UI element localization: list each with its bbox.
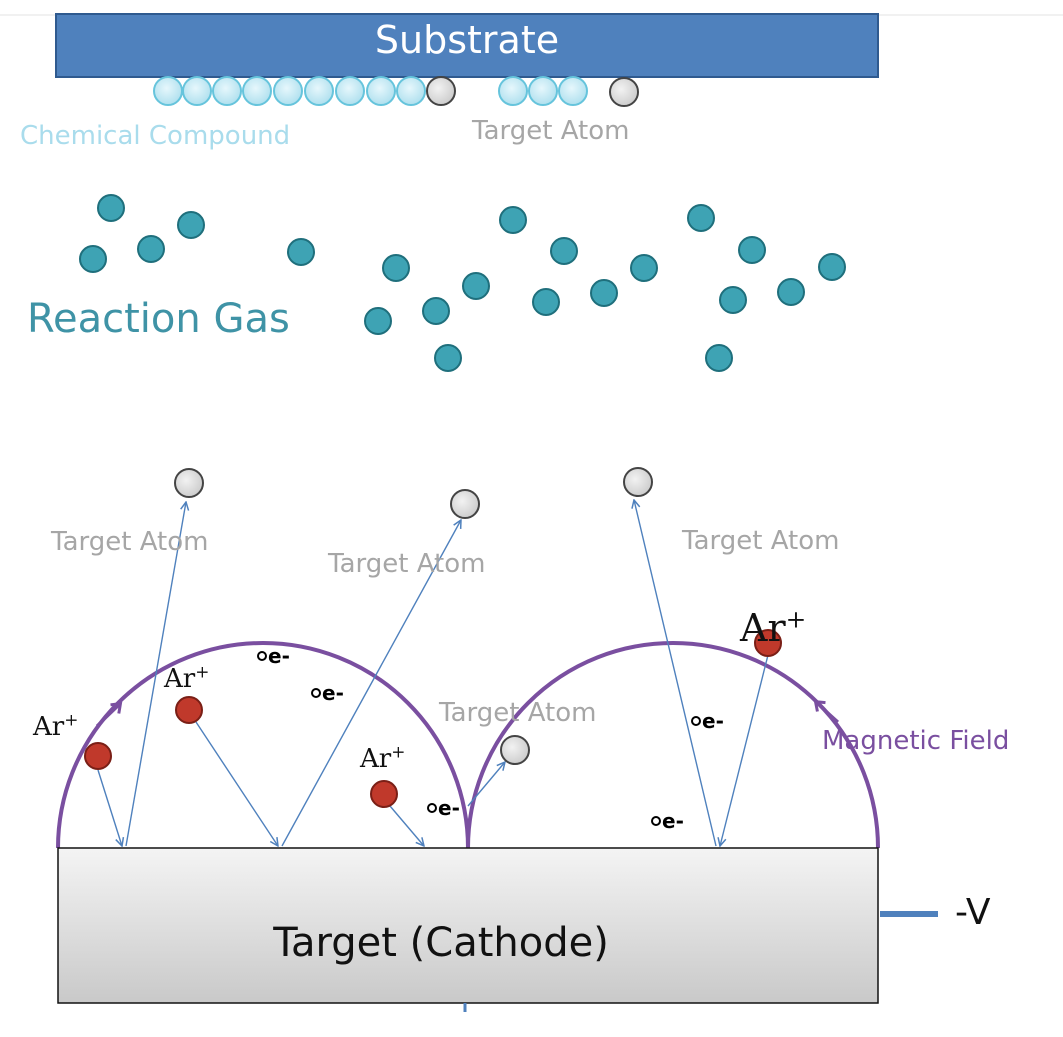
field-arc-right <box>466 641 880 849</box>
gas-molecule <box>499 206 527 234</box>
electron <box>651 816 661 826</box>
gas-molecule <box>287 238 315 266</box>
argon-ions <box>84 629 782 808</box>
electron <box>427 803 437 813</box>
electron-dots <box>257 651 701 826</box>
magnetic-field <box>56 641 880 849</box>
substrate-bar <box>55 13 879 78</box>
gas-molecule <box>382 254 410 282</box>
gas-molecule <box>422 297 450 325</box>
field-direction-arrow <box>95 701 123 728</box>
gas-molecule <box>137 235 165 263</box>
electron <box>691 716 701 726</box>
atom-trajectory <box>281 520 461 847</box>
magnetic-field-label: Magnetic Field <box>822 726 1010 756</box>
gas-molecule <box>97 194 125 222</box>
electron-label: e- <box>438 796 460 820</box>
ion-symbol: Ar <box>164 664 196 694</box>
target-atom-label-a: Target Atom <box>51 527 209 557</box>
compound-molecule <box>396 76 426 106</box>
target-atom <box>609 77 639 107</box>
sputtered-atoms <box>174 467 653 765</box>
gas-molecule <box>630 254 658 282</box>
atom-trajectory <box>467 762 505 807</box>
target-atom <box>426 76 456 106</box>
gas-molecule <box>777 278 805 306</box>
ion-charge: + <box>195 661 210 682</box>
reaction-gas <box>79 194 846 372</box>
target-atom <box>450 489 480 519</box>
target-atom-label-c: Target Atom <box>682 526 840 556</box>
gas-molecule <box>818 253 846 281</box>
ion-symbol: Ar <box>740 606 786 650</box>
argon-ion <box>84 742 112 770</box>
compound-molecule <box>304 76 334 106</box>
gas-molecule <box>79 245 107 273</box>
electron <box>311 688 321 698</box>
target-atom-label-d: Target Atom <box>439 698 597 728</box>
target-atom-label-b: Target Atom <box>328 549 486 579</box>
atom-trajectory <box>634 500 717 847</box>
gas-molecule <box>705 344 733 372</box>
ion-trajectory <box>389 805 424 846</box>
argon-ion-label: Ar+ <box>164 661 210 694</box>
voltage-label: -V <box>955 892 991 933</box>
gas-molecule <box>590 279 618 307</box>
reaction-gas-label: Reaction Gas <box>27 296 290 342</box>
compound-molecule <box>153 76 183 106</box>
argon-ion-label: Ar+ <box>360 741 406 774</box>
electron-label: e- <box>702 709 724 733</box>
gas-molecule <box>177 211 205 239</box>
trajectories <box>97 500 769 847</box>
atom-trajectory <box>125 502 186 847</box>
gas-molecule <box>364 307 392 335</box>
argon-ion-label: Ar+ <box>33 709 79 742</box>
gas-molecule <box>687 204 715 232</box>
field-direction-arrow <box>813 699 840 724</box>
electron-label: e- <box>322 681 344 705</box>
ion-trajectory <box>195 721 278 846</box>
compound-molecule <box>182 76 212 106</box>
compound-molecule <box>498 76 528 106</box>
deposited-film <box>153 76 639 107</box>
compound-molecule <box>212 76 242 106</box>
compound-molecule <box>366 76 396 106</box>
argon-ion <box>370 780 398 808</box>
gas-molecule <box>550 237 578 265</box>
argon-ion <box>754 629 782 657</box>
chemical-compound-label: Chemical Compound <box>20 121 291 151</box>
argon-ion <box>175 696 203 724</box>
gas-molecule <box>532 288 560 316</box>
ion-symbol: Ar <box>33 712 65 742</box>
ion-trajectory <box>720 654 769 846</box>
electron-label: e- <box>268 644 290 668</box>
ion-trajectory <box>97 769 122 846</box>
target-atom <box>174 468 204 498</box>
substrate-label: Substrate <box>374 18 560 62</box>
field-arc-left <box>56 641 470 849</box>
ion-symbol: Ar <box>360 744 392 774</box>
gas-molecule <box>434 344 462 372</box>
target-cathode <box>57 847 879 1004</box>
compound-molecule <box>273 76 303 106</box>
compound-molecule <box>335 76 365 106</box>
gas-molecule <box>738 236 766 264</box>
compound-molecule <box>528 76 558 106</box>
electron-label: e- <box>662 809 684 833</box>
target-atom <box>500 735 530 765</box>
target-cathode-label: Target (Cathode) <box>273 920 609 966</box>
gas-molecule <box>462 272 490 300</box>
gas-molecule <box>719 286 747 314</box>
ion-charge: + <box>391 741 406 762</box>
argon-ion-label: Ar+ <box>740 606 806 650</box>
compound-molecule <box>558 76 588 106</box>
ion-charge: + <box>785 604 807 634</box>
electron <box>257 651 267 661</box>
target-atom <box>623 467 653 497</box>
compound-molecule <box>242 76 272 106</box>
film-target-atom-label: Target Atom <box>472 116 630 146</box>
ion-charge: + <box>64 709 79 730</box>
